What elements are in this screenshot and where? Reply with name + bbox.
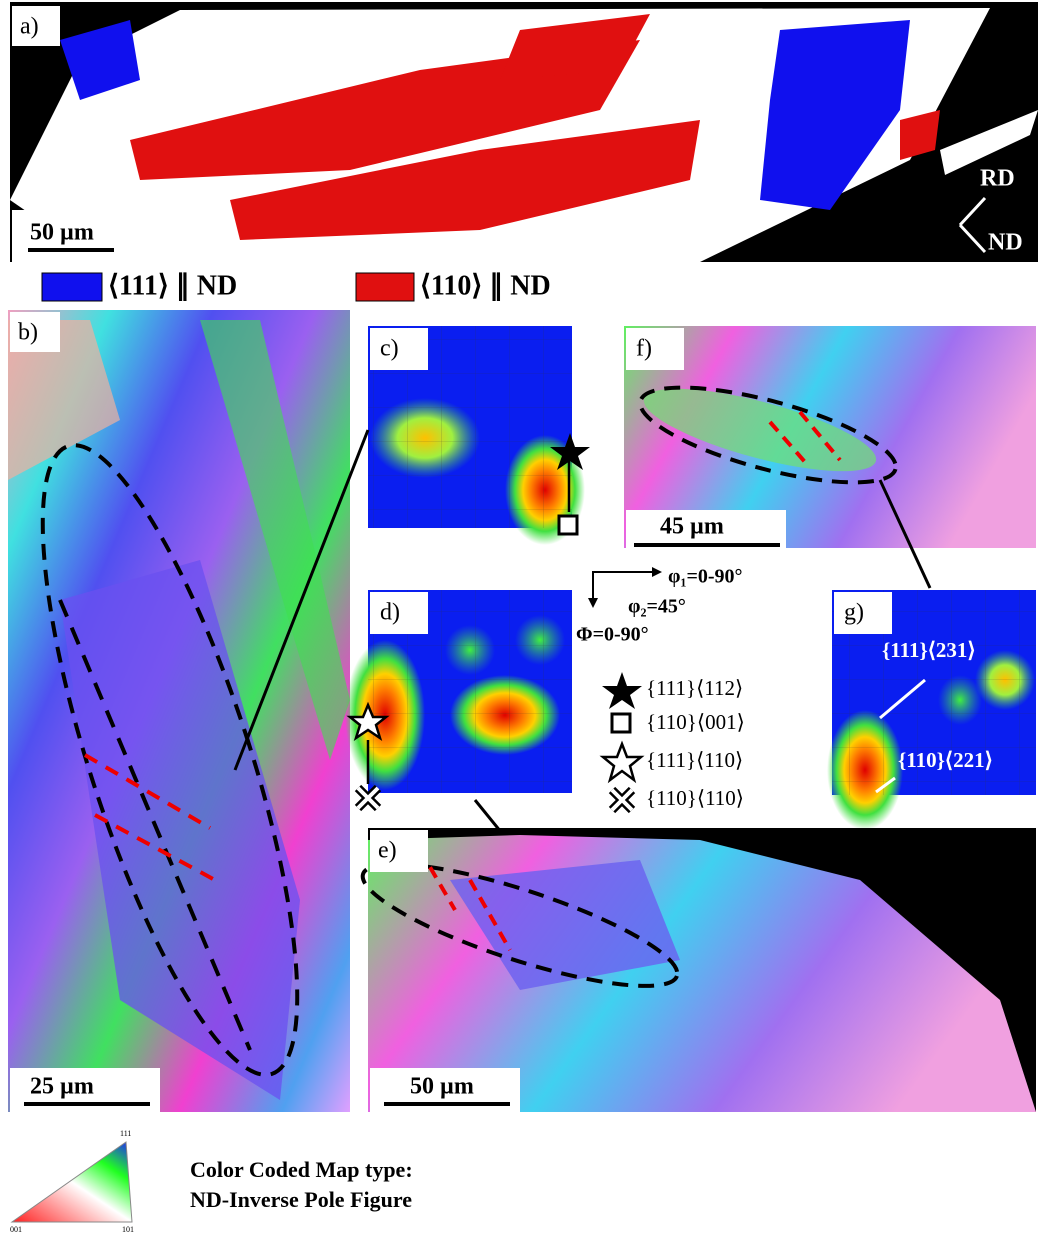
axis-label: φ₂=45° [628, 596, 686, 618]
panel-c: c) [368, 326, 590, 545]
panel-label: d) [380, 600, 400, 626]
scale-bar-label: 45 µm [660, 514, 724, 540]
scale-bar-label: 50 µm [30, 220, 94, 246]
panel-e: e) 50 µm [352, 828, 1036, 1112]
panel-d: d) [345, 590, 572, 808]
panel-label: c) [380, 336, 399, 362]
panel-g: g) {111}⟨231⟩ {110}⟨221⟩ [827, 590, 1036, 830]
panel-label: a) [20, 14, 39, 40]
orientation: {110}⟨001⟩ [646, 710, 745, 734]
panel-label: e) [378, 838, 397, 864]
orientation-legend: {111}⟨112⟩ {110}⟨001⟩ {111}⟨110⟩ {110}⟨1… [602, 672, 745, 810]
ipf-key: 111 001 101 Color Coded Map type: ND-Inv… [10, 1129, 413, 1234]
axis-label: Φ=0-90° [576, 624, 649, 646]
odf-axes: φ₁=0-90° φ₂=45° Φ=0-90° [576, 566, 743, 646]
panel-label: b) [18, 320, 38, 346]
panel-a: a) 50 µm RD ND [10, 2, 1038, 262]
panel-label: f) [636, 336, 652, 362]
legend-entry: ⟨110⟩ ∥ ND [420, 270, 551, 301]
annotation: {111}⟨231⟩ [882, 638, 976, 662]
scale-bar-label: 50 µm [410, 1074, 474, 1100]
figure: a) 50 µm RD ND ⟨111⟩ ∥ ND ⟨110⟩ ∥ ND b) … [0, 0, 1041, 1234]
corner-label: 111 [120, 1129, 131, 1138]
key-subtitle: ND-Inverse Pole Figure [190, 1187, 412, 1212]
axis-label: φ₁=0-90° [668, 566, 743, 588]
direction-label: ND [988, 230, 1023, 256]
legend: ⟨111⟩ ∥ ND ⟨110⟩ ∥ ND [42, 270, 551, 301]
corner-label: 001 [10, 1225, 22, 1234]
orientation: {111}⟨110⟩ [646, 748, 743, 772]
scale-bar-label: 25 µm [30, 1074, 94, 1100]
orientation: {111}⟨112⟩ [646, 676, 743, 700]
corner-label: 101 [122, 1225, 134, 1234]
annotation: {110}⟨221⟩ [898, 748, 993, 772]
panel-label: g) [844, 600, 864, 626]
key-title: Color Coded Map type: [190, 1157, 413, 1182]
panel-f: f) 45 µm [624, 326, 1036, 548]
panel-b: b) 25 µm [0, 310, 350, 1112]
legend-entry: ⟨111⟩ ∥ ND [108, 270, 237, 301]
direction-label: RD [980, 166, 1015, 192]
orientation: {110}⟨110⟩ [646, 786, 744, 810]
